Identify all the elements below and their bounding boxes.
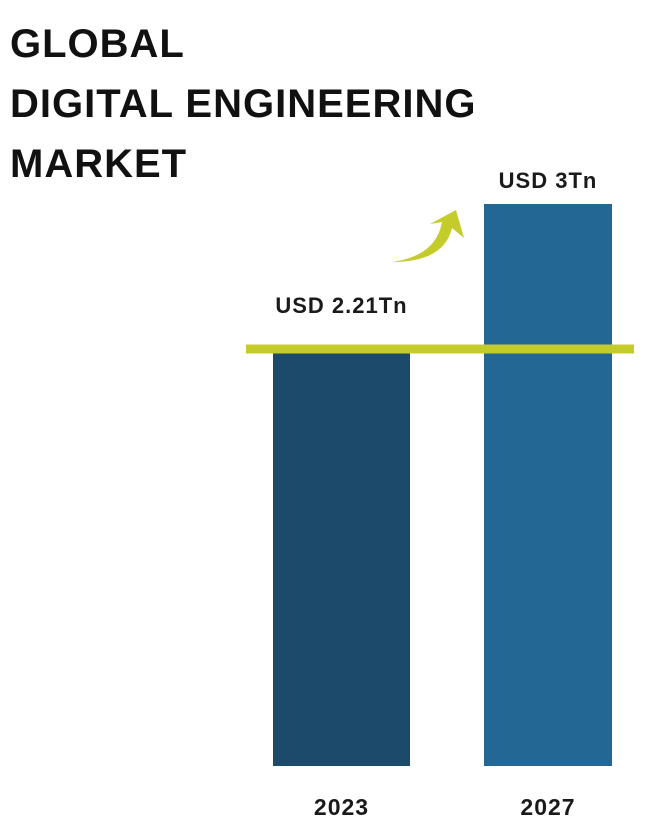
bar-2027	[484, 204, 612, 766]
value-labels-group: USD 2.21Tn USD 3Tn	[275, 168, 598, 318]
category-label-2023: 2023	[314, 794, 369, 820]
growth-arrow-icon	[392, 210, 464, 262]
title-line-2: DIGITAL ENGINEERING	[10, 82, 477, 126]
title-line-3: MARKET	[10, 142, 188, 186]
bars-group	[273, 204, 612, 766]
category-labels-group: 2023 2027	[314, 794, 575, 820]
category-label-2027: 2027	[520, 794, 575, 820]
title-line-1: GLOBAL	[10, 22, 185, 66]
value-label-2027: USD 3Tn	[499, 168, 598, 193]
bar-2023	[273, 351, 410, 766]
chart-title: GLOBAL DIGITAL ENGINEERING MARKET	[10, 14, 476, 194]
value-label-2023: USD 2.21Tn	[275, 293, 407, 318]
